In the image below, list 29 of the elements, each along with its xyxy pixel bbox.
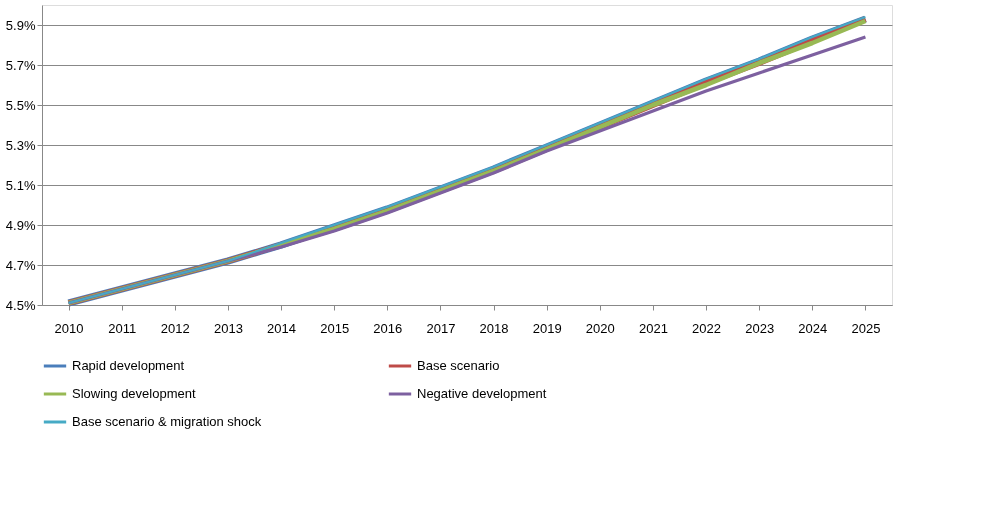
y-tick-label: 4.5%: [5, 297, 36, 313]
legend-label: Rapid development: [72, 358, 185, 373]
x-tick-label: 2021: [638, 320, 668, 336]
x-tick-label: 2015: [320, 320, 350, 336]
x-tick-label: 2013: [213, 320, 243, 336]
x-tick-label: 2012: [160, 320, 190, 336]
x-tick-label: 2010: [54, 320, 84, 336]
legend-label: Base scenario & migration shock: [72, 414, 262, 429]
x-tick-label: 2022: [692, 320, 722, 336]
y-tick-label: 5.1%: [5, 177, 36, 193]
y-tick-label: 5.3%: [5, 137, 36, 153]
legend-label: Negative development: [417, 386, 547, 401]
legend-label: Slowing development: [72, 386, 196, 401]
y-tick-label: 4.9%: [5, 217, 36, 233]
y-tick-label: 4.7%: [5, 257, 36, 273]
x-tick-label: 2018: [479, 320, 509, 336]
x-tick-label: 2011: [108, 320, 137, 336]
y-tick-label: 5.5%: [5, 97, 36, 113]
y-tick-label: 5.7%: [5, 57, 36, 73]
x-tick-label: 2023: [745, 320, 775, 336]
legend-label: Base scenario: [417, 358, 500, 373]
x-tick-label: 2025: [851, 320, 881, 336]
x-tick-label: 2016: [373, 320, 403, 336]
x-tick-label: 2019: [532, 320, 562, 336]
y-tick-label: 5.9%: [5, 17, 36, 33]
x-tick-label: 2014: [267, 320, 297, 336]
x-tick-label: 2024: [798, 320, 828, 336]
x-tick-label: 2020: [585, 320, 615, 336]
x-tick-label: 2017: [426, 320, 456, 336]
